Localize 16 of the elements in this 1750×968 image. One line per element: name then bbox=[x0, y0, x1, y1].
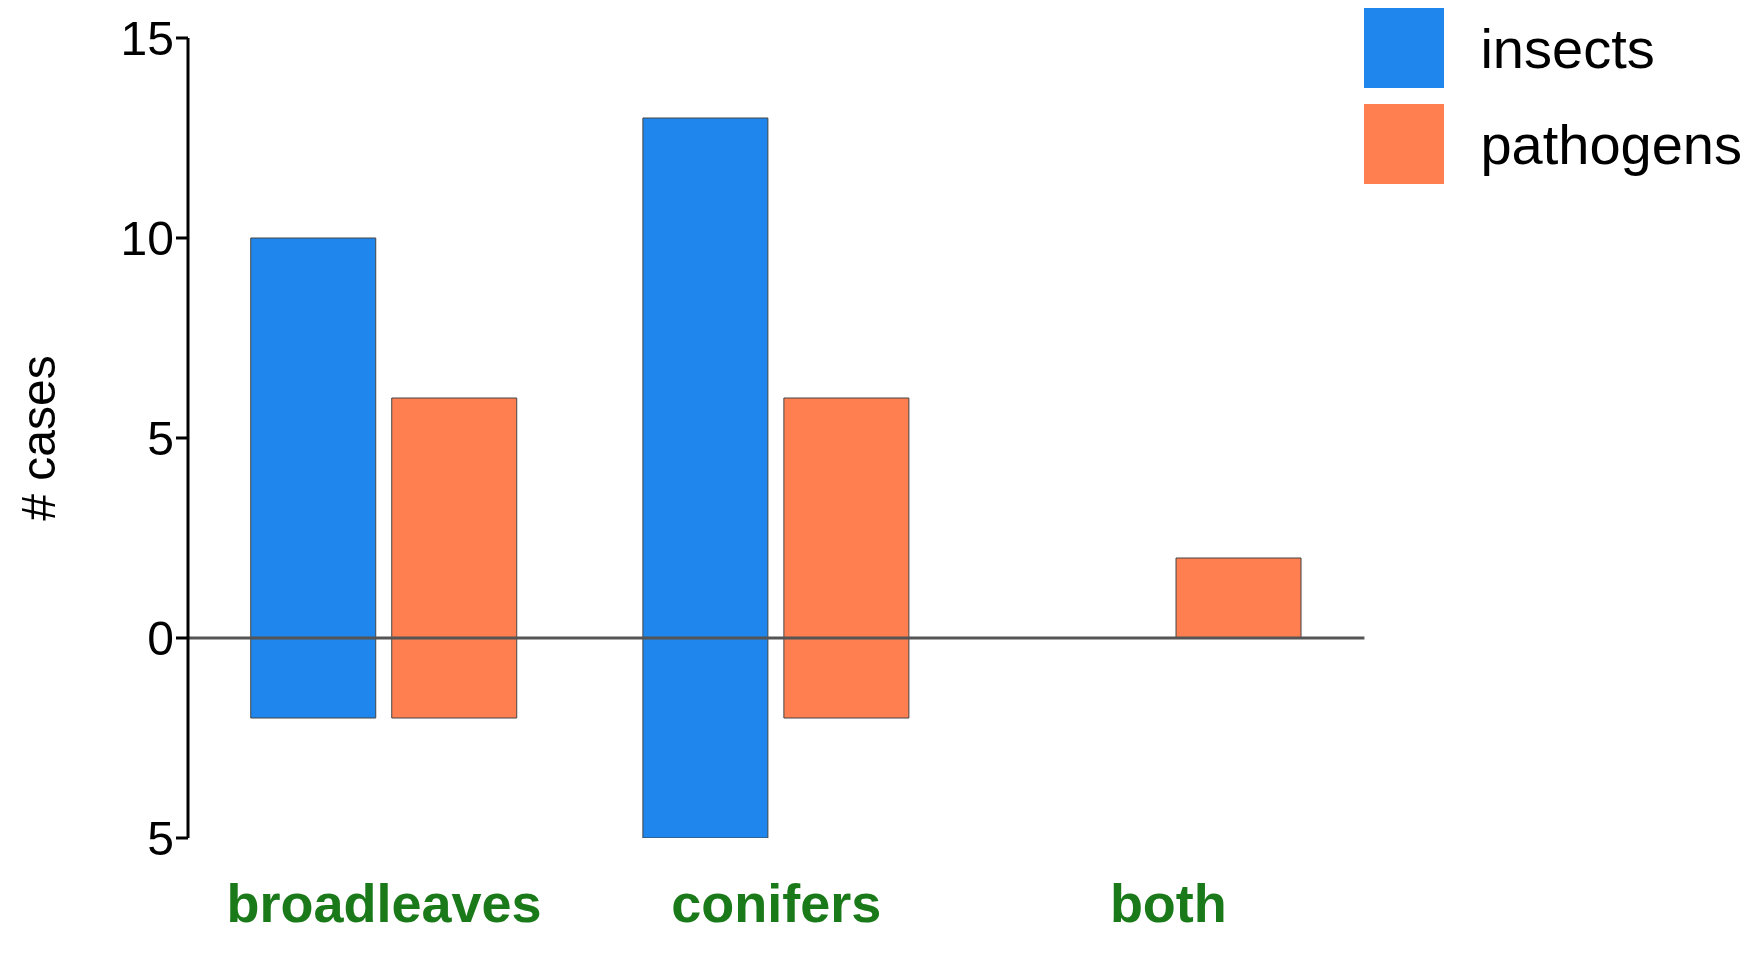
y-tick-label: 15 bbox=[120, 12, 174, 66]
bar bbox=[1175, 557, 1302, 639]
bar bbox=[250, 237, 377, 719]
y-tick-label: 0 bbox=[147, 612, 174, 666]
y-tick-label: 10 bbox=[120, 212, 174, 266]
y-axis-title: # cases bbox=[12, 355, 66, 521]
legend-label: insects bbox=[1480, 15, 1655, 81]
legend-label: pathogens bbox=[1480, 111, 1742, 177]
x-tick-label: both bbox=[1109, 873, 1227, 934]
y-tick-label: 5 bbox=[147, 412, 174, 466]
bar bbox=[642, 117, 769, 838]
x-tick-label: broadleaves bbox=[226, 873, 542, 934]
y-tick-label: 5 bbox=[147, 812, 174, 866]
bar bbox=[783, 397, 910, 719]
bar bbox=[391, 397, 518, 719]
x-tick-label: conifers bbox=[671, 873, 882, 934]
